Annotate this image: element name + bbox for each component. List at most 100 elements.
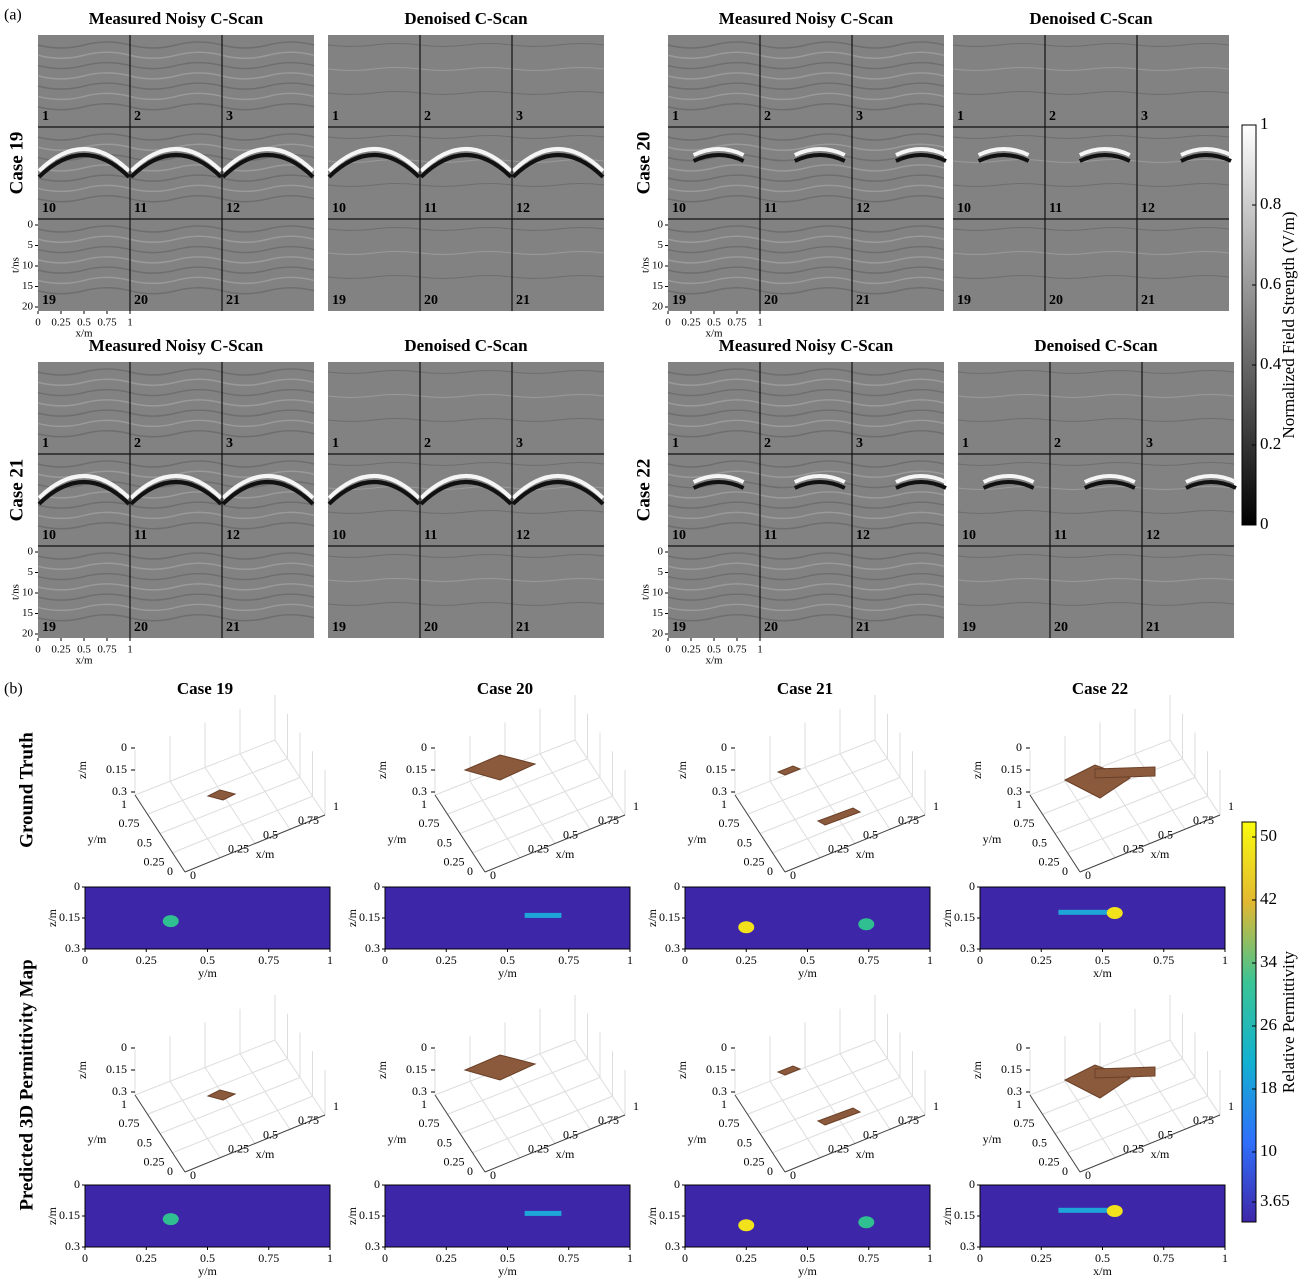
colorbar-tick-label: 0.8: [1260, 194, 1281, 213]
tick-label: 1: [627, 1251, 633, 1265]
tick-label: 0: [82, 953, 88, 967]
axis-label: x/m: [556, 847, 575, 861]
slice-label: 19: [332, 620, 346, 635]
inclusion: [163, 915, 179, 927]
colorbar-tick-label: 3.65: [1260, 1191, 1290, 1210]
tick-label: 0.15: [406, 1062, 427, 1076]
tick-label: 0: [74, 1177, 80, 1191]
tick-label: 0.75: [1014, 816, 1035, 830]
slice-label: 19: [42, 620, 56, 635]
colorbar: [1242, 125, 1256, 525]
tick-label: 0.25: [436, 953, 457, 967]
tick-label: 1: [327, 953, 333, 967]
tick-label: 10: [22, 587, 34, 599]
tick-label: 0: [35, 317, 41, 329]
axis-label: y/m: [498, 1264, 517, 1278]
tick-label: 0: [467, 864, 473, 878]
tick-label: 0.25: [528, 1142, 549, 1156]
slice-label: 20: [1054, 620, 1068, 635]
slice-label: 20: [424, 620, 438, 635]
box-line: [840, 1054, 890, 1130]
tick-label: 1: [1222, 1251, 1228, 1265]
slice-label: 10: [672, 201, 686, 216]
slice-label: 12: [1141, 201, 1155, 216]
tick-label: 0.25: [136, 1251, 157, 1265]
axis-label: y/m: [388, 832, 407, 846]
tick-label: 0.25: [1039, 855, 1060, 869]
tick-label: 0.25: [1123, 842, 1144, 856]
tick-label: 0: [665, 644, 671, 656]
slice-label: 1: [332, 109, 339, 124]
slice-label: 19: [962, 620, 976, 635]
tick-label: 0.15: [359, 1208, 380, 1222]
slice-label: 20: [134, 620, 148, 635]
axis-label: z/m: [675, 760, 689, 779]
tick-label: 0.15: [59, 910, 80, 924]
tick-label: 0: [74, 879, 80, 893]
panel-title: Denoised C-Scan: [404, 9, 528, 28]
slice-label: 2: [764, 109, 771, 124]
tick-label: 0: [190, 1168, 196, 1182]
tick-label: 0.3: [65, 1239, 80, 1253]
tick-label: 0.75: [419, 816, 440, 830]
tick-label: 0: [1085, 1168, 1091, 1182]
case-label: Case 19: [6, 132, 27, 195]
tick-label: 0: [790, 1168, 796, 1182]
slice-label: 21: [1146, 620, 1160, 635]
row-label: Ground Truth: [16, 732, 37, 848]
tick-label: 0.5: [563, 827, 578, 841]
tick-label: 0: [1016, 740, 1022, 754]
tick-label: 0.25: [681, 317, 701, 329]
tick-label: 0: [382, 953, 388, 967]
tick-label: 15: [22, 607, 34, 619]
tick-label: 0.75: [558, 953, 579, 967]
row-label: Predicted 3D Permittivity Map: [16, 959, 37, 1210]
slice-label: 1: [42, 436, 49, 451]
tick-label: 0: [977, 1251, 983, 1265]
column-title: Case 19: [177, 679, 233, 698]
tick-label: 0.5: [1095, 1251, 1110, 1265]
tick-label: 0: [374, 879, 380, 893]
tick-label: 0.75: [719, 1116, 740, 1130]
tick-label: 0: [121, 1040, 127, 1054]
tick-label: 0.75: [298, 1113, 319, 1127]
axis-label: z/m: [345, 908, 359, 927]
tick-label: 10: [22, 260, 34, 272]
slice-label: 21: [856, 620, 870, 635]
tick-label: 0.25: [51, 644, 71, 656]
panel-title: Measured Noisy C-Scan: [89, 336, 264, 355]
colorbar-tick-label: 50: [1260, 826, 1277, 845]
tick-label: 1: [333, 799, 339, 813]
tick-label: 1: [1016, 1097, 1022, 1111]
box-line: [1135, 754, 1185, 830]
tick-label: 0: [1062, 1164, 1068, 1178]
tick-label: 0: [1085, 868, 1091, 882]
slice-label: 1: [957, 109, 964, 124]
tick-label: 0.3: [712, 1084, 727, 1098]
tick-label: 0.75: [298, 813, 319, 827]
tick-label: 0.5: [1158, 827, 1173, 841]
tick-label: 0.3: [665, 941, 680, 955]
object: [1095, 767, 1155, 778]
axis-label: y/m: [798, 1264, 817, 1278]
tick-label: 1: [757, 317, 763, 329]
tick-label: 1: [721, 797, 727, 811]
tick-label: 15: [22, 280, 34, 292]
case-label: Case 21: [6, 459, 27, 522]
axis-label: t/ns: [10, 257, 22, 273]
slice-label: 11: [764, 201, 777, 216]
tick-label: 0.75: [97, 644, 117, 656]
object: [1095, 1067, 1155, 1078]
slice-label: 3: [516, 109, 523, 124]
tick-label: 1: [627, 953, 633, 967]
colorbar-label: Normalized Field Strength (V/m): [1279, 211, 1298, 438]
axis-label: z/m: [970, 760, 984, 779]
axis-label: z/m: [940, 908, 954, 927]
object: [465, 1055, 535, 1080]
tick-label: 1: [327, 1251, 333, 1265]
slice-label: 10: [42, 528, 56, 543]
tick-label: 0: [1016, 1040, 1022, 1054]
tick-label: 1: [121, 797, 127, 811]
slice-label: 19: [957, 293, 971, 308]
tick-label: 15: [652, 607, 664, 619]
